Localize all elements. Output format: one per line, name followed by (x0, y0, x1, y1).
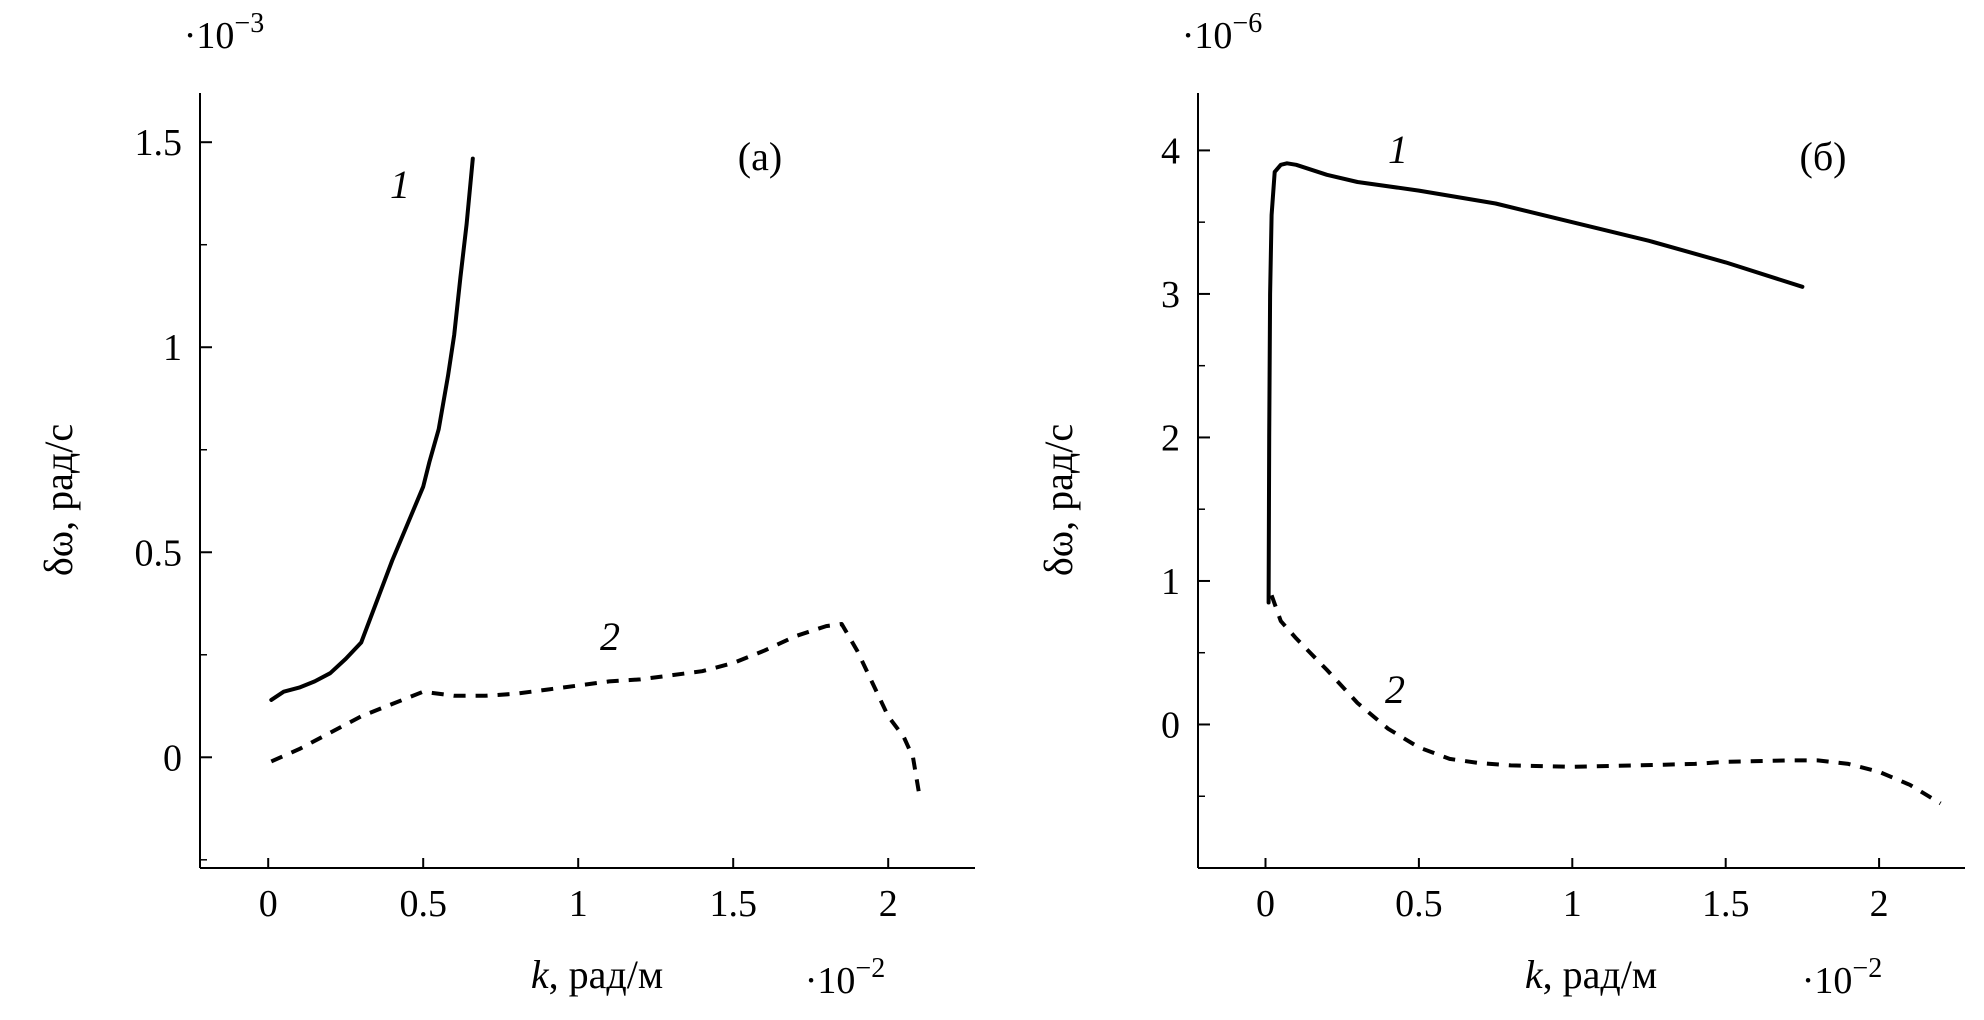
x-tick-label: 1 (1563, 883, 1582, 925)
y-axis-label: δω, рад/с (1036, 424, 1081, 576)
x-tick-label: 1.5 (1702, 883, 1750, 925)
y-scale-multiplier-exponent: −3 (234, 8, 264, 39)
series-2-line (1269, 594, 1942, 806)
x-axis-variable: k (531, 952, 550, 997)
x-tick-label: 0.5 (1395, 883, 1443, 925)
x-scale-multiplier: ·10−2 (805, 953, 885, 1002)
series-1-line (1266, 161, 1805, 605)
x-tick-label: 0.5 (399, 883, 447, 925)
x-tick-label: 0 (259, 883, 278, 925)
y-tick-label: 0 (163, 737, 182, 779)
series-2-line (270, 622, 922, 795)
x-scale-multiplier-exponent: −2 (1852, 953, 1882, 984)
x-axis-unit: , рад/м (1543, 952, 1658, 997)
y-tick-label: 1 (1161, 561, 1180, 603)
series-2-label: 2 (1385, 667, 1405, 712)
series-1-label: 1 (390, 162, 410, 207)
panel-a: 0 0.5 1 1.5 200.511.5δω, рад/сk, рад/м ·10−2·… (36, 8, 975, 1002)
x-tick-label: 0 (1256, 883, 1275, 925)
y-tick-label: 3 (1161, 274, 1180, 316)
y-tick-label: 0 (1161, 704, 1180, 746)
x-scale-multiplier-base: ·10 (1802, 960, 1853, 1002)
series-1-label: 1 (1388, 127, 1408, 172)
series-1-line (269, 156, 475, 702)
x-axis-unit: , рад/м (549, 952, 664, 997)
y-tick-label: 2 (1161, 417, 1180, 459)
y-scale-multiplier-base: ·10 (184, 15, 235, 57)
y-tick-label: 1 (163, 327, 182, 369)
y-scale-multiplier-exponent: −6 (1232, 8, 1262, 39)
x-tick-label: 1 (569, 883, 588, 925)
x-tick-label: 1.5 (709, 883, 757, 925)
x-tick-label: 2 (1870, 883, 1889, 925)
x-scale-multiplier-base: ·10 (805, 960, 856, 1002)
x-scale-multiplier: ·10−2 (1802, 953, 1882, 1002)
y-tick-label: 4 (1161, 130, 1180, 172)
x-tick-label: 2 (879, 883, 898, 925)
x-axis-label: k, рад/м (531, 952, 663, 997)
y-scale-multiplier: ·10−3 (184, 8, 264, 57)
y-tick-label: 0.5 (135, 532, 183, 574)
panel-label: (а) (738, 134, 782, 179)
x-scale-multiplier-exponent: −2 (855, 953, 885, 984)
y-axis-label: δω, рад/с (36, 424, 81, 576)
y-tick-label: 1.5 (135, 122, 183, 164)
x-axis-label: k, рад/м (1525, 952, 1657, 997)
panel-label: (б) (1800, 134, 1847, 179)
y-scale-multiplier-base: ·10 (1182, 15, 1233, 57)
y-scale-multiplier: ·10−6 (1182, 8, 1262, 57)
series-2-label: 2 (600, 614, 620, 659)
x-axis-variable: k (1525, 952, 1544, 997)
